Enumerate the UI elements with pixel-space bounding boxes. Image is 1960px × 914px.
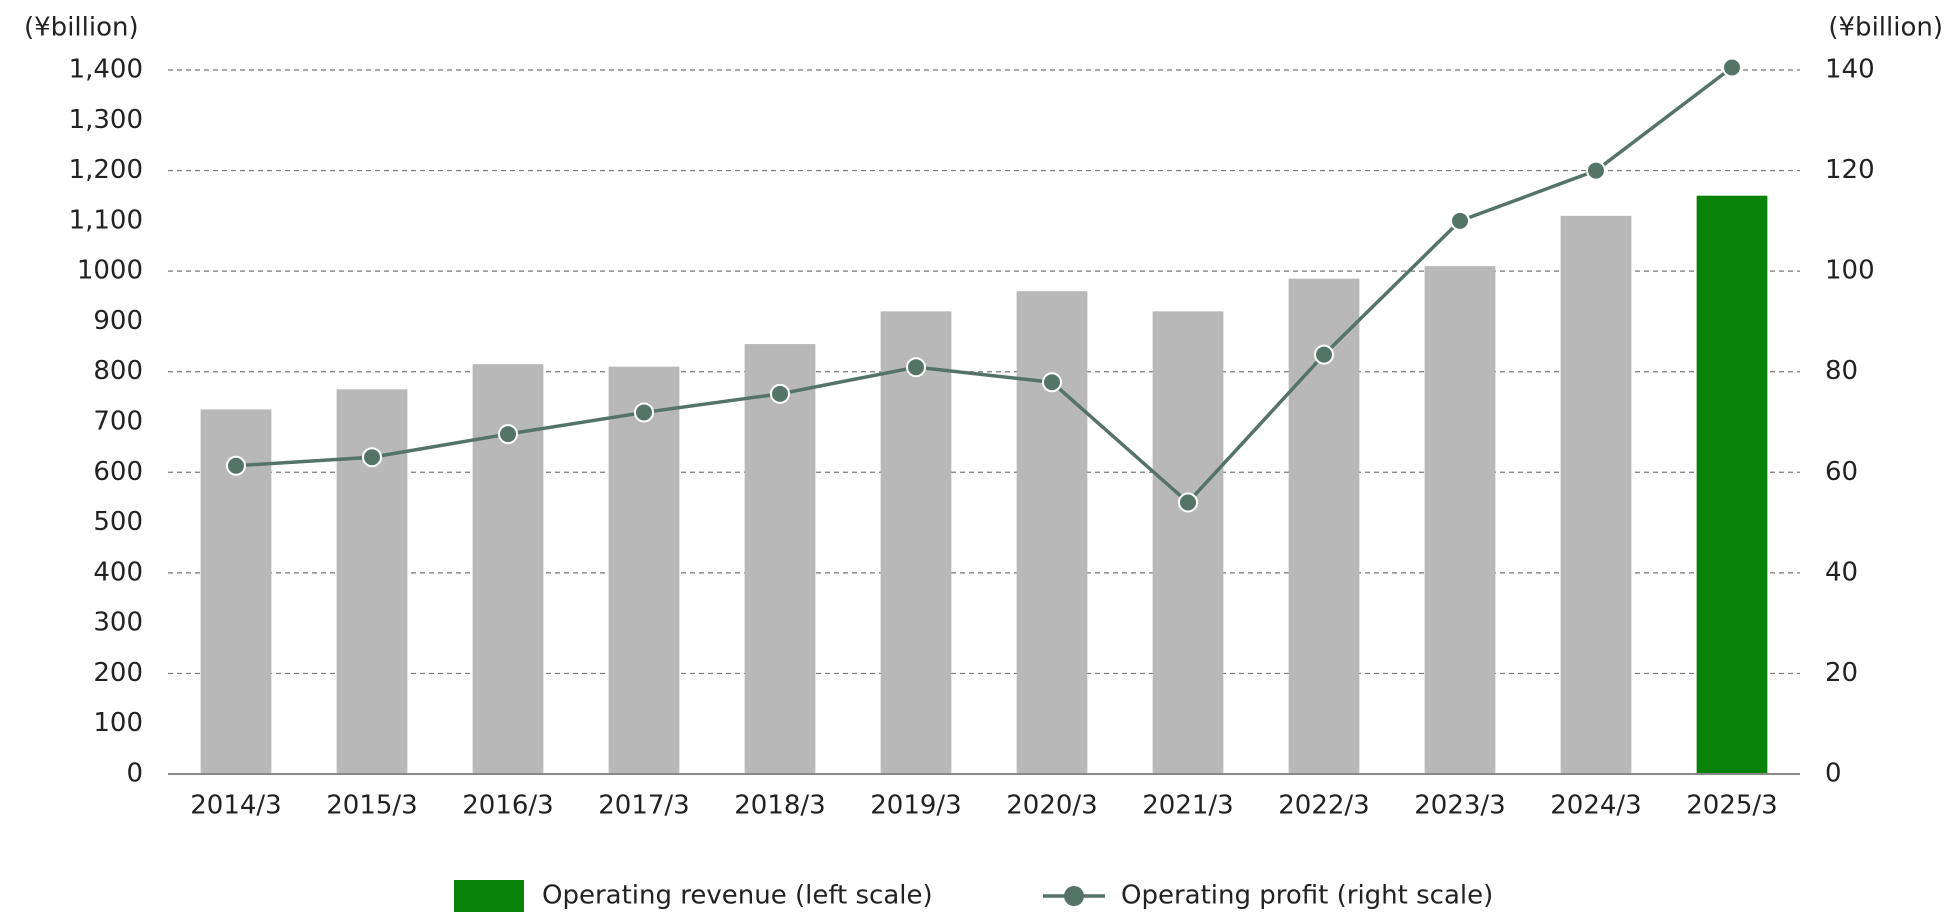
point — [1314, 344, 1334, 365]
x-tick-label: 2024/3 — [1550, 791, 1641, 821]
bar — [744, 344, 816, 774]
x-tick-label: 2017/3 — [598, 791, 689, 821]
bar — [1152, 311, 1224, 774]
y-tick-label: 300 — [93, 608, 143, 638]
legend-label: Operating revenue (left scale) — [542, 881, 933, 911]
point — [1178, 492, 1198, 513]
point — [1722, 57, 1742, 78]
bar — [880, 311, 952, 774]
point — [1450, 210, 1470, 231]
y-tick-label: 800 — [93, 356, 143, 386]
y2-tick-label: 40 — [1825, 557, 1858, 587]
y2-tick-label: 140 — [1825, 55, 1875, 85]
point — [634, 402, 654, 423]
point — [770, 383, 790, 404]
x-tick-label: 2023/3 — [1414, 791, 1505, 821]
legend-marker — [1064, 886, 1084, 906]
y2-tick-label: 120 — [1825, 155, 1875, 185]
x-tick-label: 2016/3 — [462, 791, 553, 821]
x-tick-label: 2025/3 — [1686, 791, 1777, 821]
y-tick-label: 1,100 — [69, 205, 143, 235]
bar — [1424, 266, 1496, 774]
point — [1586, 160, 1606, 181]
y2-axis-label: (¥billion) — [1828, 13, 1943, 43]
point — [1042, 372, 1062, 393]
x-tick-label: 2022/3 — [1278, 791, 1369, 821]
y-tick-label: 900 — [93, 306, 143, 336]
y-tick-label: 700 — [93, 407, 143, 437]
y2-tick-label: 20 — [1825, 658, 1858, 688]
y2-tick-label: 100 — [1825, 256, 1875, 286]
legend-swatch — [454, 880, 524, 912]
x-tick-label: 2015/3 — [326, 791, 417, 821]
bar — [1016, 291, 1088, 774]
bar — [1696, 195, 1768, 774]
x-tick-label: 2020/3 — [1006, 791, 1097, 821]
line — [235, 66, 1734, 505]
point — [906, 357, 926, 378]
y-tick-label: 1,400 — [69, 55, 143, 85]
point — [362, 447, 382, 468]
y-tick-label: 1,300 — [69, 105, 143, 135]
point — [498, 424, 518, 445]
y-tick-label: 500 — [93, 507, 143, 537]
y-tick-label: 200 — [93, 658, 143, 688]
point — [226, 455, 246, 476]
y-tick-label: 1000 — [77, 256, 143, 286]
x-tick-label: 2014/3 — [190, 791, 281, 821]
bar — [336, 389, 408, 774]
bar — [1560, 215, 1632, 775]
x-tick-label: 2018/3 — [734, 791, 825, 821]
legend-label: Operating profit (right scale) — [1121, 881, 1493, 911]
y-tick-label: 1,200 — [69, 155, 143, 185]
y2-tick-label: 80 — [1825, 356, 1858, 386]
y-tick-label: 400 — [93, 557, 143, 587]
y-tick-label: 600 — [93, 457, 143, 487]
y-tick-label: 0 — [126, 759, 143, 789]
y-tick-label: 100 — [93, 708, 143, 738]
x-tick-label: 2019/3 — [870, 791, 961, 821]
y-axis-label: (¥billion) — [24, 13, 139, 43]
bar — [608, 366, 680, 774]
y2-tick-label: 0 — [1825, 759, 1842, 789]
x-tick-label: 2021/3 — [1142, 791, 1233, 821]
y2-tick-label: 60 — [1825, 457, 1858, 487]
